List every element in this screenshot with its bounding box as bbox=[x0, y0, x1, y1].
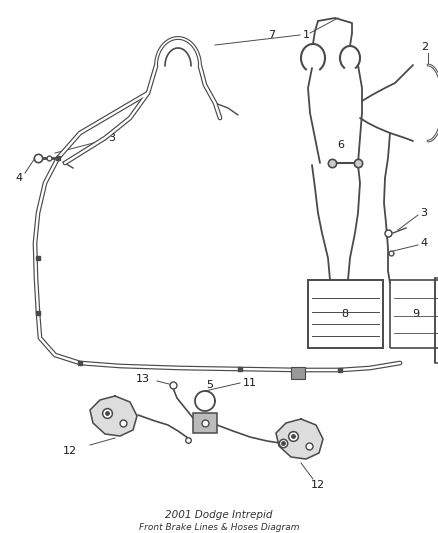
Bar bbox=[308, 280, 383, 348]
Bar bbox=[435, 278, 438, 363]
Text: Front Brake Lines & Hoses Diagram: Front Brake Lines & Hoses Diagram bbox=[139, 522, 299, 531]
Bar bbox=[291, 367, 305, 379]
Bar bbox=[193, 413, 217, 433]
Text: 8: 8 bbox=[342, 309, 349, 319]
Text: 2001 Dodge Intrepid: 2001 Dodge Intrepid bbox=[165, 510, 273, 520]
Text: 12: 12 bbox=[63, 446, 77, 456]
Polygon shape bbox=[90, 396, 137, 436]
Text: 3: 3 bbox=[108, 133, 115, 143]
Polygon shape bbox=[276, 419, 323, 459]
Text: 5: 5 bbox=[206, 380, 213, 390]
Text: 11: 11 bbox=[243, 378, 257, 388]
Text: 1: 1 bbox=[303, 30, 310, 40]
Text: 3: 3 bbox=[420, 208, 427, 218]
Text: 2: 2 bbox=[421, 42, 428, 52]
Text: 7: 7 bbox=[268, 30, 275, 40]
Text: 12: 12 bbox=[311, 480, 325, 490]
Text: 6: 6 bbox=[337, 140, 344, 150]
Bar bbox=[390, 280, 438, 348]
Text: 4: 4 bbox=[420, 238, 427, 248]
Text: 13: 13 bbox=[136, 374, 150, 384]
Text: 9: 9 bbox=[413, 309, 420, 319]
Text: 4: 4 bbox=[15, 173, 23, 183]
